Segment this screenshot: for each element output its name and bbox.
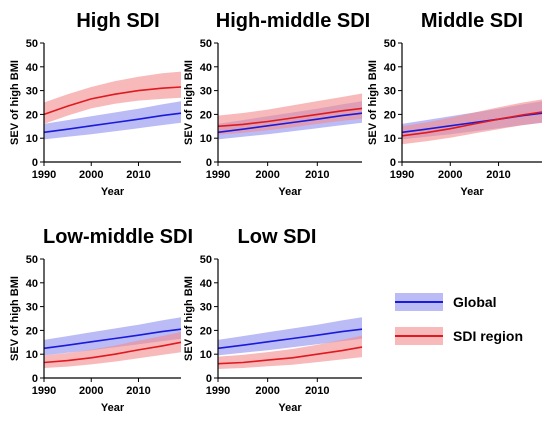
x-tick-label: 1990 bbox=[206, 385, 230, 397]
y-tick-label: 10 bbox=[26, 133, 38, 145]
y-tick-label: 50 bbox=[200, 38, 212, 50]
panel-title: High SDI bbox=[76, 10, 159, 32]
global-series-line bbox=[217, 112, 363, 134]
y-tick-label: 40 bbox=[200, 278, 212, 290]
y-tick-label: 50 bbox=[26, 254, 38, 266]
legend-label-region: SDI region bbox=[453, 328, 523, 344]
x-axis-label: Year bbox=[101, 186, 125, 198]
panel-high-middle-sdi: High-middle SDI 0 10 20 30 40 50 1990 2000 2010Ye… bbox=[183, 10, 370, 198]
panel-low-middle-sdi: Low-middle SDI 0 10 20 30 40 50 1990 2000 2010Yea… bbox=[9, 226, 193, 414]
y-tick-label: 0 bbox=[390, 157, 396, 169]
y-tick-label: 0 bbox=[32, 373, 38, 385]
y-tick-label: 50 bbox=[384, 38, 396, 50]
global-series-line bbox=[43, 112, 182, 134]
x-tick-label: 1990 bbox=[32, 169, 56, 181]
x-tick-label: 2000 bbox=[255, 385, 279, 397]
y-tick-label: 10 bbox=[26, 349, 38, 361]
y-tick-label: 10 bbox=[200, 349, 212, 361]
region-uncertainty-band bbox=[218, 93, 362, 135]
global-series-line bbox=[217, 328, 363, 350]
y-tick-label: 30 bbox=[200, 302, 212, 314]
global-uncertainty-band bbox=[44, 317, 181, 356]
y-axis-label: SEV of high BMI bbox=[183, 60, 195, 145]
x-axis-label: Year bbox=[101, 402, 125, 414]
x-tick-label: 2010 bbox=[305, 169, 329, 181]
x-tick-label: 2000 bbox=[79, 169, 103, 181]
x-axis-label: Year bbox=[278, 186, 302, 198]
region-series-line bbox=[401, 111, 543, 137]
region-uncertainty-band bbox=[402, 99, 542, 145]
y-axis-label: SEV of high BMI bbox=[9, 60, 21, 145]
y-tick-label: 20 bbox=[384, 109, 396, 121]
y-tick-label: 50 bbox=[26, 38, 38, 50]
y-tick-label: 40 bbox=[200, 62, 212, 74]
y-tick-label: 30 bbox=[200, 86, 212, 98]
y-tick-label: 0 bbox=[206, 373, 212, 385]
y-tick-label: 30 bbox=[26, 302, 38, 314]
region-series-line bbox=[217, 107, 363, 128]
region-uncertainty-band bbox=[44, 71, 181, 124]
y-tick-label: 0 bbox=[206, 157, 212, 169]
x-tick-label: 2010 bbox=[126, 385, 150, 397]
x-tick-label: 1990 bbox=[32, 385, 56, 397]
y-tick-label: 40 bbox=[26, 278, 38, 290]
legend-label-global: Global bbox=[453, 294, 497, 310]
y-axis-label: SEV of high BMI bbox=[367, 60, 379, 145]
y-tick-label: 10 bbox=[384, 133, 396, 145]
panel-title: Low SDI bbox=[238, 226, 317, 248]
x-tick-label: 2000 bbox=[79, 385, 103, 397]
x-tick-label: 1990 bbox=[206, 169, 230, 181]
x-axis-label: Year bbox=[460, 186, 484, 198]
y-tick-label: 40 bbox=[26, 62, 38, 74]
y-axis-label: SEV of high BMI bbox=[9, 276, 21, 361]
y-tick-label: 20 bbox=[26, 109, 38, 121]
legend-item-global: Global bbox=[395, 293, 497, 311]
y-axis-label: SEV of high BMI bbox=[183, 276, 195, 361]
global-series-line bbox=[43, 328, 182, 350]
x-tick-label: 2010 bbox=[486, 169, 510, 181]
legend-item-region: SDI region bbox=[395, 327, 523, 345]
panel-title: Middle SDI bbox=[421, 10, 523, 32]
region-series-line bbox=[43, 86, 182, 116]
x-tick-label: 2010 bbox=[126, 169, 150, 181]
x-tick-label: 1990 bbox=[390, 169, 414, 181]
panel-title: Low-middle SDI bbox=[43, 226, 193, 248]
global-uncertainty-band bbox=[44, 101, 181, 140]
y-tick-label: 30 bbox=[26, 86, 38, 98]
x-tick-label: 2010 bbox=[305, 385, 329, 397]
y-tick-label: 40 bbox=[384, 62, 396, 74]
y-tick-label: 30 bbox=[384, 86, 396, 98]
global-uncertainty-band bbox=[218, 317, 362, 356]
x-tick-label: 2000 bbox=[255, 169, 279, 181]
y-tick-label: 20 bbox=[26, 325, 38, 337]
legend: Global SDI region bbox=[395, 293, 523, 345]
region-series-line bbox=[217, 346, 363, 365]
panel-title: High-middle SDI bbox=[216, 10, 370, 32]
y-tick-label: 20 bbox=[200, 325, 212, 337]
region-series-line bbox=[43, 341, 182, 364]
y-tick-label: 20 bbox=[200, 109, 212, 121]
y-tick-label: 10 bbox=[200, 133, 212, 145]
y-tick-label: 50 bbox=[200, 254, 212, 266]
x-tick-label: 2000 bbox=[438, 169, 462, 181]
y-tick-label: 0 bbox=[32, 157, 38, 169]
x-axis-label: Year bbox=[278, 402, 302, 414]
